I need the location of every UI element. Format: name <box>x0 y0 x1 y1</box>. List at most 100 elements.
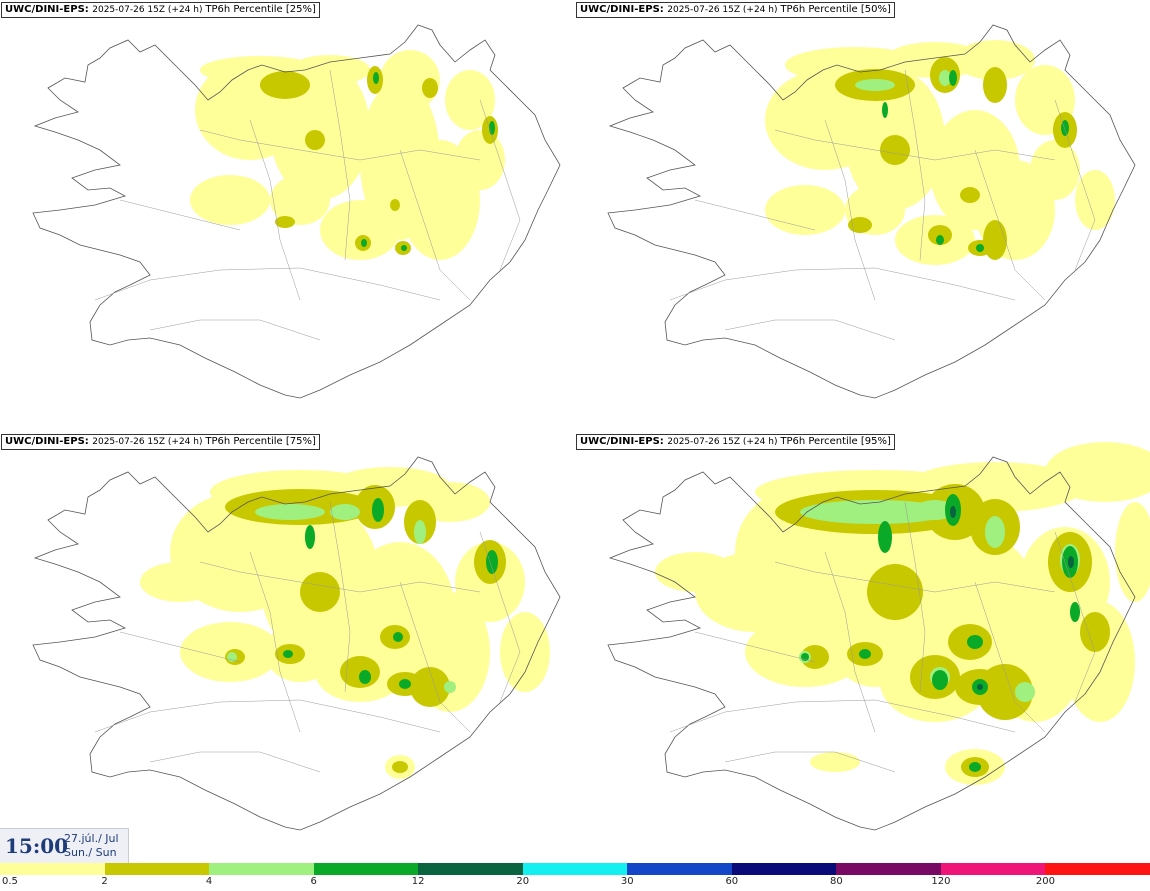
colorbar-tick-label: 4 <box>205 876 213 887</box>
colorbar-swatch <box>418 863 523 875</box>
precip-area <box>882 102 888 118</box>
road-line <box>119 199 241 231</box>
road-line <box>974 581 1046 733</box>
road-line <box>1054 531 1096 703</box>
precip-area <box>270 175 330 225</box>
iceland-map <box>607 442 1150 831</box>
precip-area <box>410 667 450 707</box>
road-line <box>249 551 301 733</box>
road-line <box>399 581 471 733</box>
precip-area <box>1015 682 1035 702</box>
precip-area <box>960 187 980 203</box>
coastline <box>32 456 561 831</box>
map-panel-25: UWC/DINI-EPS: 2025-07-26 15Z (+24 h) TP6… <box>0 0 575 432</box>
precip-area <box>1115 502 1150 602</box>
precip-area <box>859 649 871 659</box>
road-line <box>669 267 1016 301</box>
road-line <box>199 561 481 593</box>
precip-area <box>393 632 403 642</box>
coastline <box>607 24 1136 399</box>
precip-area <box>985 516 1005 548</box>
colorbar-swatch <box>104 863 210 875</box>
precip-area <box>392 761 408 773</box>
precipitation-field <box>765 40 1115 265</box>
precipitation-colorbar <box>0 863 1150 875</box>
road-line <box>249 119 301 301</box>
road-line <box>974 149 1046 301</box>
run-time: 2025-07-26 15Z (+24 h) <box>92 5 203 15</box>
colorbar-swatch <box>731 863 837 875</box>
panel-title: UWC/DINI-EPS: 2025-07-26 15Z (+24 h) TP6… <box>576 434 895 450</box>
precip-area <box>260 71 310 99</box>
iceland-map <box>607 24 1136 399</box>
road-line <box>94 699 441 733</box>
precip-area <box>939 70 951 86</box>
precip-area <box>932 670 948 690</box>
colorbar-tick-label: 80 <box>829 876 843 887</box>
precip-area <box>422 78 438 98</box>
precip-area <box>801 645 829 669</box>
colorbar-tick-label: 6 <box>310 876 317 887</box>
colorbar-swatch <box>627 863 732 875</box>
precip-area <box>359 670 371 684</box>
model-name: UWC/DINI-EPS <box>5 436 85 447</box>
road-line <box>119 631 241 663</box>
precip-area <box>1070 602 1080 622</box>
colorbar-tick-label: 30 <box>620 876 634 887</box>
precip-area <box>880 135 910 165</box>
precip-area <box>255 504 325 520</box>
road-line <box>149 319 321 341</box>
date-line-1: 27.júl./ Jul <box>64 832 119 845</box>
colorbar-tick-label: 2 <box>101 876 108 887</box>
valid-date: 27.júl./ Jul Sun./ Sun <box>64 832 119 860</box>
precip-area <box>955 40 1035 80</box>
precip-area <box>976 244 984 252</box>
precip-area <box>190 175 270 225</box>
precip-area <box>810 752 860 772</box>
precip-area <box>305 130 325 150</box>
product-name: TP6h Percentile [25%] <box>205 4 316 15</box>
road-line <box>774 561 1056 593</box>
precip-area <box>800 500 950 524</box>
colorbar-swatch <box>209 863 314 875</box>
precip-area <box>399 679 411 689</box>
precip-area <box>305 525 315 549</box>
road-line <box>724 751 896 773</box>
precip-area <box>1068 556 1074 568</box>
colorbar-swatch <box>522 863 628 875</box>
precip-area <box>1061 120 1069 136</box>
model-name: UWC/DINI-EPS <box>580 436 660 447</box>
run-time: 2025-07-26 15Z (+24 h) <box>667 5 778 15</box>
road-line <box>904 501 926 693</box>
precip-area <box>401 245 407 251</box>
road-line <box>824 119 876 301</box>
precip-area <box>936 235 944 245</box>
precip-area <box>373 72 379 84</box>
iceland-map <box>32 456 561 831</box>
colorbar-swatch <box>940 863 1046 875</box>
road-line <box>694 631 816 663</box>
precip-area <box>950 506 956 518</box>
colorbar-swatch <box>836 863 941 875</box>
colorbar-swatch <box>313 863 419 875</box>
precip-area <box>414 520 426 544</box>
coastline <box>32 24 561 399</box>
colorbar-tick-label: 12 <box>411 876 425 887</box>
product-name: TP6h Percentile [75%] <box>205 436 316 447</box>
precip-area <box>855 79 895 91</box>
precip-area <box>1045 442 1150 502</box>
colorbar-tick-label: 0.5 <box>2 876 18 887</box>
precip-area <box>300 572 340 612</box>
road-line <box>329 69 351 261</box>
coastline <box>607 456 1136 831</box>
road-line <box>94 267 441 301</box>
precipitation-field <box>190 50 505 260</box>
precip-area <box>848 217 872 233</box>
panel-title: UWC/DINI-EPS: 2025-07-26 15Z (+24 h) TP6… <box>1 2 320 18</box>
road-line <box>904 69 926 261</box>
precipitation-field <box>140 467 550 779</box>
road-line <box>479 531 521 703</box>
precip-area <box>1030 140 1080 200</box>
date-line-2: Sun./ Sun <box>64 846 117 859</box>
road-line <box>824 551 876 733</box>
